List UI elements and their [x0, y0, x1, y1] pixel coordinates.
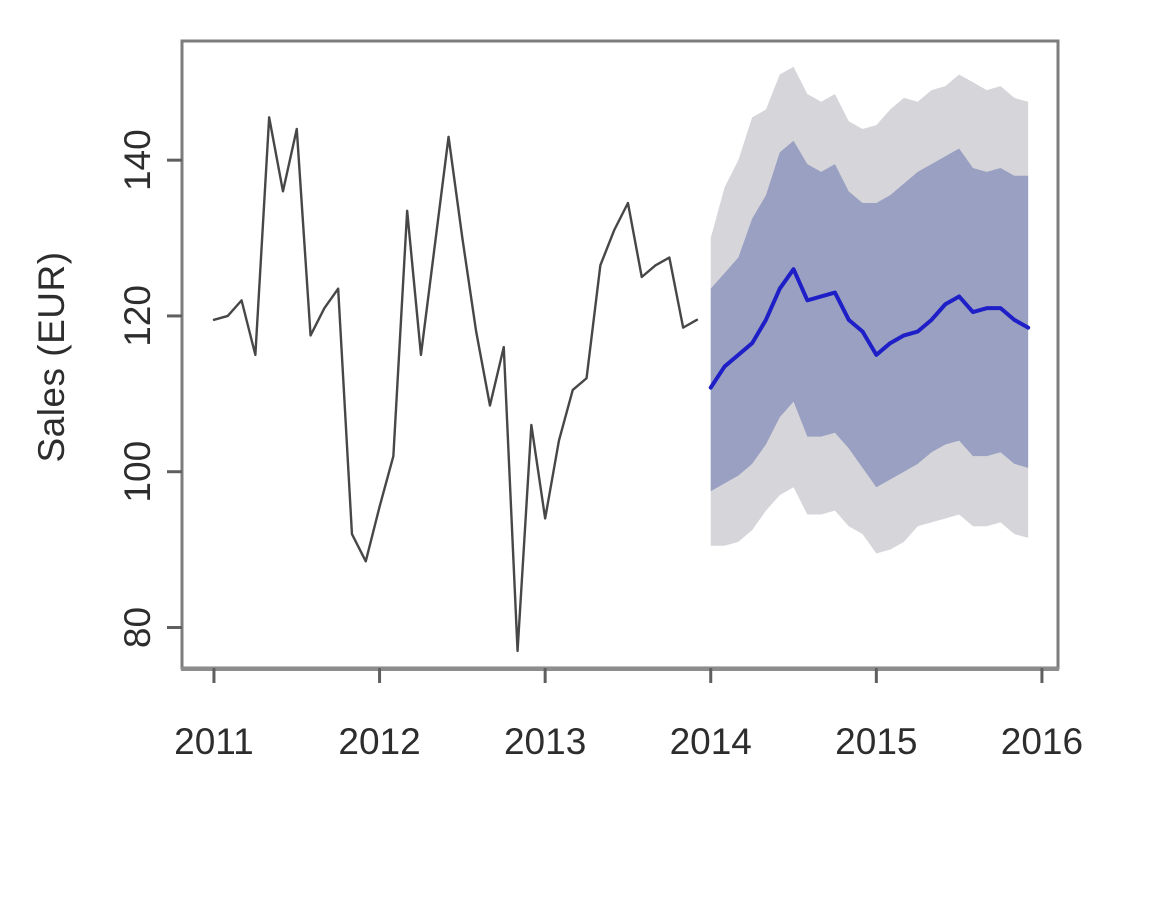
x-axis-tick-label: 2015	[835, 721, 917, 762]
x-axis-tick-label: 2013	[504, 721, 586, 762]
y-axis-tick-label: 100	[117, 441, 158, 503]
x-axis-tick-label: 2016	[1001, 721, 1083, 762]
historical-line	[212, 116, 699, 653]
y-axis-tick-label: 120	[117, 285, 158, 347]
confidence-band-80	[710, 140, 1029, 492]
x-axis-tick-label: 2012	[338, 721, 420, 762]
x-axis-tick-label: 2014	[670, 721, 752, 762]
y-axis-title: Sales (EUR)	[31, 251, 72, 463]
y-axis-tick-label: 140	[117, 129, 158, 191]
x-axis-tick-label: 2011	[174, 721, 254, 762]
y-axis-tick-label: 80	[117, 607, 158, 648]
forecast-mean-line	[708, 267, 1031, 390]
